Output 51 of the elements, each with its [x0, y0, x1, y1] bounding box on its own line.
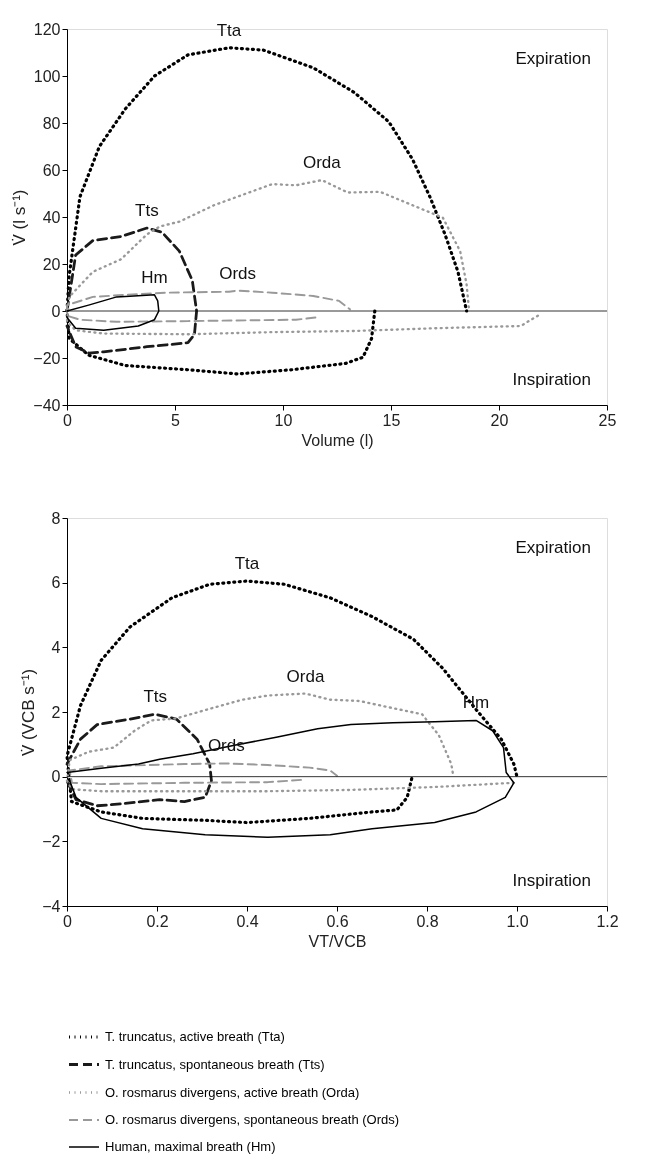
annotation: Tts	[143, 687, 167, 707]
x-axis-title: Volume (l)	[301, 431, 374, 449]
y-tick-label: 2	[51, 703, 61, 721]
x-tick-label: 0	[63, 912, 73, 930]
y-tick-label: 4	[51, 638, 61, 656]
y-tick-label: 8	[51, 509, 61, 527]
x-tick-label: 0.6	[326, 912, 349, 930]
x-axis-title: VT/VCB	[308, 932, 367, 950]
legend-label: T. truncatus, active breath (Tta)	[105, 1029, 285, 1044]
legend-label: O. rosmarus divergens, spontaneous breath (Ords)	[105, 1112, 400, 1127]
x-tick-label: 0.4	[236, 912, 259, 930]
annotation: Expiration	[515, 538, 591, 557]
x-tick-label: 0	[63, 411, 73, 429]
x-tick-label: 0.2	[146, 912, 169, 930]
x-tick-label: 15	[382, 411, 401, 429]
annotation: Inspiration	[512, 871, 591, 890]
annotation: Tts	[135, 201, 159, 221]
y-tick-label: 0	[51, 768, 61, 786]
x-tick-label: 10	[274, 411, 293, 429]
y-axis-title: V̇ (VCB s⁻¹)	[19, 668, 39, 757]
y-tick-label: 0	[51, 302, 61, 320]
annotation: Hm	[462, 693, 490, 713]
annotation: Orda	[302, 153, 342, 173]
y-tick-label: 20	[42, 255, 61, 273]
y-axis-title: V̇ (l s⁻¹)	[10, 189, 30, 246]
annotation: Inspiration	[512, 370, 591, 389]
annotation: Tta	[234, 554, 260, 574]
annotation: Tta	[216, 20, 242, 40]
x-tick-label: 0.8	[416, 912, 439, 930]
y-tick-label: 80	[42, 114, 61, 132]
annotation: Orda	[286, 666, 325, 686]
annotation: Hm	[141, 267, 168, 287]
legend-label: O. rosmarus divergens, active breath (Orda)	[105, 1084, 360, 1100]
y-tick-label: −2	[42, 832, 61, 850]
x-tick-label: 20	[490, 411, 509, 429]
y-tick-label: 6	[51, 574, 61, 592]
x-tick-label: 1.0	[506, 912, 529, 930]
annotation: Ords	[219, 263, 257, 283]
y-tick-label: 40	[42, 208, 61, 226]
y-tick-label: −4	[42, 897, 61, 915]
y-tick-label: 60	[42, 161, 61, 179]
y-tick-label: −20	[33, 349, 61, 367]
y-tick-label: −40	[33, 396, 61, 414]
legend-label: T. truncatus, spontaneous breath (Tts)	[105, 1056, 325, 1072]
annotation: Expiration	[515, 49, 591, 68]
x-tick-label: 1.2	[596, 912, 619, 930]
y-tick-label: 100	[33, 67, 61, 85]
x-tick-label: 5	[171, 411, 181, 429]
y-tick-label: 120	[33, 20, 61, 38]
x-tick-label: 25	[598, 411, 617, 429]
legend-label: Human, maximal breath (Hm)	[105, 1139, 276, 1154]
